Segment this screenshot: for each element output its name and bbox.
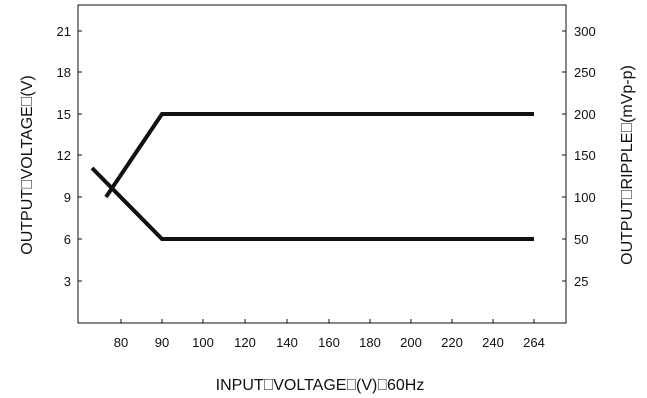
y-right-tick-label-1: 50 [574,232,588,247]
x-tick-label-0: 80 [114,335,128,350]
x-tick-label-3: 120 [234,335,256,350]
y-right-axis-label: OUTPUT⎕RIPPLE⎕(mVp-p) [619,65,636,265]
y-left-tick-label-3: 12 [57,148,71,163]
y-right-tick-label-0: 25 [574,274,588,289]
y-left-tick-label-2: 9 [64,190,71,205]
y-left-tick-label-4: 15 [57,107,71,122]
y-left-ticks: 3 6 9 12 15 18 21 [57,24,82,289]
x-tick-label-2: 100 [192,335,214,350]
y-left-tick-label-6: 21 [57,24,71,39]
y-left-axis-label: OUTPUT⎕VOLTAGE⎕(V) [19,75,36,255]
x-tick-label-6: 180 [359,335,381,350]
y-right-tick-label-6: 300 [574,24,596,39]
x-tick-label-10: 264 [523,335,545,350]
y-right-tick-label-5: 250 [574,65,596,80]
y-left-tick-label-0: 3 [64,274,71,289]
x-tick-label-5: 160 [318,335,340,350]
x-tick-label-4: 140 [276,335,298,350]
x-tick-label-9: 240 [482,335,504,350]
y-right-tick-label-3: 150 [574,148,596,163]
series-line-0 [104,112,534,199]
x-tick-label-8: 220 [441,335,463,350]
plot-frame [77,4,567,324]
series-layer [90,112,534,241]
series-line-1 [90,166,534,241]
y-right-ticks: 25 50 100 150 200 250 300 [562,24,596,289]
y-left-tick-label-5: 18 [57,65,71,80]
x-ticks: 80 90 100 120 140 160 180 200 220 240 264 [114,319,545,350]
x-tick-label-7: 200 [400,335,422,350]
x-axis-label: INPUT⎕VOLTAGE⎕(V)⎕60Hz [216,377,425,394]
y-left-tick-label-1: 6 [64,232,71,247]
y-right-tick-label-4: 200 [574,107,596,122]
x-tick-label-1: 90 [155,335,169,350]
y-right-tick-label-2: 100 [574,190,596,205]
